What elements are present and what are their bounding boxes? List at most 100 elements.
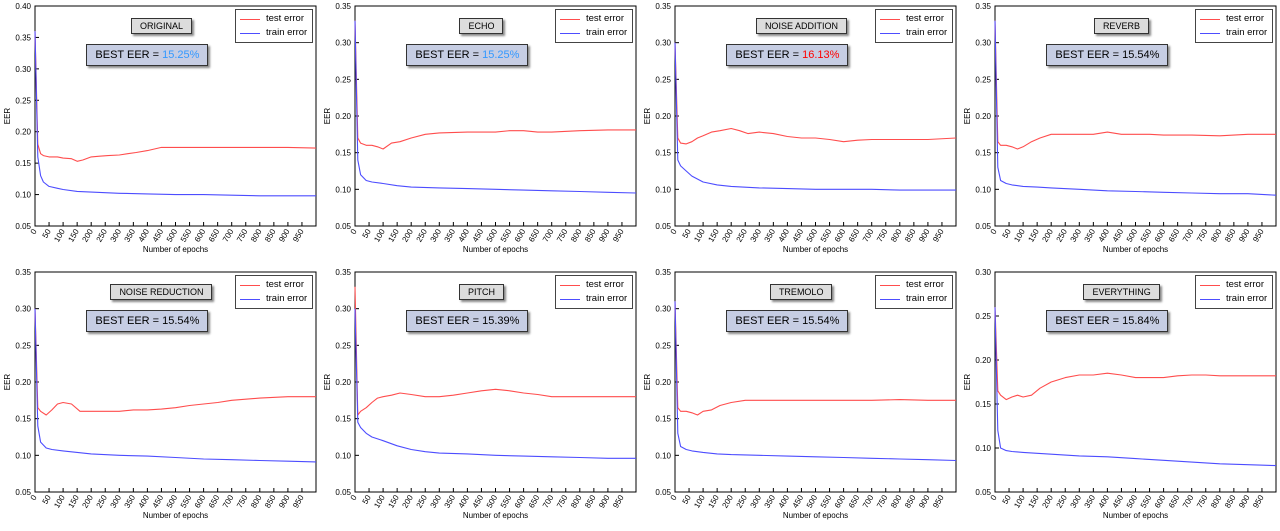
legend-swatch xyxy=(240,284,260,286)
y-axis-label: EER xyxy=(963,374,972,391)
legend-swatch xyxy=(240,32,260,34)
chart-title: REVERB xyxy=(1093,18,1149,34)
x-tick-label: 50 xyxy=(681,227,694,240)
x-tick-label: 100 xyxy=(372,493,387,510)
y-tick-label: 0.30 xyxy=(335,305,351,314)
y-tick-label: 0.25 xyxy=(655,75,671,84)
x-tick-label: 950 xyxy=(931,493,946,510)
legend-swatch xyxy=(880,32,900,34)
x-tick-label: 350 xyxy=(1083,227,1098,244)
x-tick-label: 500 xyxy=(1125,227,1140,244)
legend-label: test error xyxy=(266,279,305,290)
y-tick-label: 0.20 xyxy=(655,378,671,387)
chart-title: PITCH xyxy=(458,284,504,300)
chart-panel-reverb: 0.05 0.10 0.15 0.20 0.25 0.30 0.35 0 50 100 150 200… xyxy=(960,0,1280,265)
y-tick-label: 0.30 xyxy=(335,39,351,48)
chart-legend: test error train error xyxy=(555,9,634,43)
test-error-legend-item: test error xyxy=(880,278,947,292)
x-axis-label: Number of epochs xyxy=(1103,511,1168,520)
x-tick-label: 200 xyxy=(720,493,735,510)
y-tick-label: 0.10 xyxy=(655,451,671,460)
x-tick-label: 850 xyxy=(903,227,918,244)
x-tick-label: 450 xyxy=(471,227,486,244)
x-tick-label: 350 xyxy=(763,493,778,510)
x-tick-label: 400 xyxy=(1097,493,1112,510)
x-tick-label: 450 xyxy=(791,493,806,510)
test-error-series-line xyxy=(994,307,1276,401)
legend-label: test error xyxy=(586,13,625,24)
x-tick-label: 150 xyxy=(386,227,401,244)
best-eer-badge: BEST EER = 15.54% xyxy=(1046,44,1169,66)
x-tick-label: 800 xyxy=(569,227,584,244)
y-tick-label: 0.30 xyxy=(975,268,991,277)
x-tick-label: 700 xyxy=(541,227,556,244)
x-tick-label: 800 xyxy=(889,227,904,244)
x-tick-label: 750 xyxy=(875,493,890,510)
legend-label: train error xyxy=(1226,293,1268,304)
x-tick-label: 50 xyxy=(1001,493,1014,506)
x-tick-label: 300 xyxy=(1069,493,1084,510)
x-tick-label: 250 xyxy=(95,227,110,244)
best-eer-value: 15.25% xyxy=(482,49,520,61)
x-tick-label: 650 xyxy=(847,227,862,244)
x-tick-label: 550 xyxy=(819,493,834,510)
chart-svg: 0.05 0.10 0.15 0.20 0.25 0.30 0.35 0 50 100 150 200… xyxy=(643,2,957,254)
y-tick-label: 0.30 xyxy=(655,39,671,48)
legend-swatch xyxy=(560,298,580,300)
chart-panel-noise-addition: 0.05 0.10 0.15 0.20 0.25 0.30 0.35 0 50 100 150 200… xyxy=(640,0,960,265)
train-error-series-line xyxy=(354,308,636,459)
y-tick-label: 0.25 xyxy=(15,96,31,105)
x-tick-label: 250 xyxy=(415,493,430,510)
legend-swatch xyxy=(1200,298,1220,300)
x-tick-label: 0 xyxy=(29,227,39,236)
y-tick-label: 0.05 xyxy=(335,222,351,231)
x-tick-label: 500 xyxy=(805,227,820,244)
test-error-series-line xyxy=(994,20,1276,150)
y-axis-label: EER xyxy=(3,374,12,391)
y-tick-label: 0.20 xyxy=(975,356,991,365)
x-tick-label: 500 xyxy=(805,493,820,510)
x-tick-label: 250 xyxy=(1055,227,1070,244)
x-tick-label: 600 xyxy=(833,493,848,510)
x-tick-label: 200 xyxy=(400,227,415,244)
x-tick-label: 50 xyxy=(41,493,54,506)
best-eer-prefix: BEST EER = xyxy=(735,315,803,327)
x-tick-label: 650 xyxy=(1167,227,1182,244)
x-tick-label: 200 xyxy=(720,227,735,244)
best-eer-prefix: BEST EER = xyxy=(415,315,483,327)
y-tick-label: 0.15 xyxy=(975,149,991,158)
legend-swatch xyxy=(1200,284,1220,286)
x-tick-label: 800 xyxy=(249,227,264,244)
chart-svg: 0.05 0.10 0.15 0.20 0.25 0.30 0.35 0 50 100 150 200… xyxy=(323,268,637,520)
y-tick-label: 0.25 xyxy=(975,312,991,321)
y-tick-label: 0.30 xyxy=(975,39,991,48)
legend-label: test error xyxy=(586,279,625,290)
legend-label: train error xyxy=(586,27,628,38)
chart-legend: test error train error xyxy=(1195,275,1274,309)
x-tick-label: 0 xyxy=(989,227,999,236)
x-tick-label: 150 xyxy=(66,493,81,510)
x-axis-label: Number of epochs xyxy=(463,511,528,520)
x-tick-label: 800 xyxy=(569,493,584,510)
x-tick-label: 500 xyxy=(485,493,500,510)
best-eer-badge: BEST EER = 15.25% xyxy=(406,44,529,66)
x-tick-label: 900 xyxy=(597,493,612,510)
train-error-legend-item: train error xyxy=(560,292,627,306)
x-tick-label: 950 xyxy=(931,227,946,244)
legend-swatch xyxy=(560,32,580,34)
chart-panel-pitch: 0.05 0.10 0.15 0.20 0.25 0.30 0.35 0 50 100 150 200… xyxy=(320,266,640,531)
x-tick-label: 600 xyxy=(1153,227,1168,244)
x-tick-label: 300 xyxy=(109,227,124,244)
chart-title: TREMOLO xyxy=(769,284,833,300)
legend-swatch xyxy=(1200,18,1220,20)
x-tick-label: 400 xyxy=(1097,227,1112,244)
legend-label: test error xyxy=(906,279,945,290)
y-tick-label: 0.35 xyxy=(335,2,351,11)
x-tick-label: 250 xyxy=(1055,493,1070,510)
best-eer-value: 15.25% xyxy=(162,49,200,61)
best-eer-value: 16.13% xyxy=(802,49,840,61)
test-error-series-line xyxy=(354,286,636,416)
x-tick-label: 900 xyxy=(1237,493,1252,510)
x-tick-label: 950 xyxy=(1251,227,1266,244)
chart-svg: 0.05 0.10 0.15 0.20 0.25 0.30 0.35 0 50 100 150 200… xyxy=(3,268,317,520)
